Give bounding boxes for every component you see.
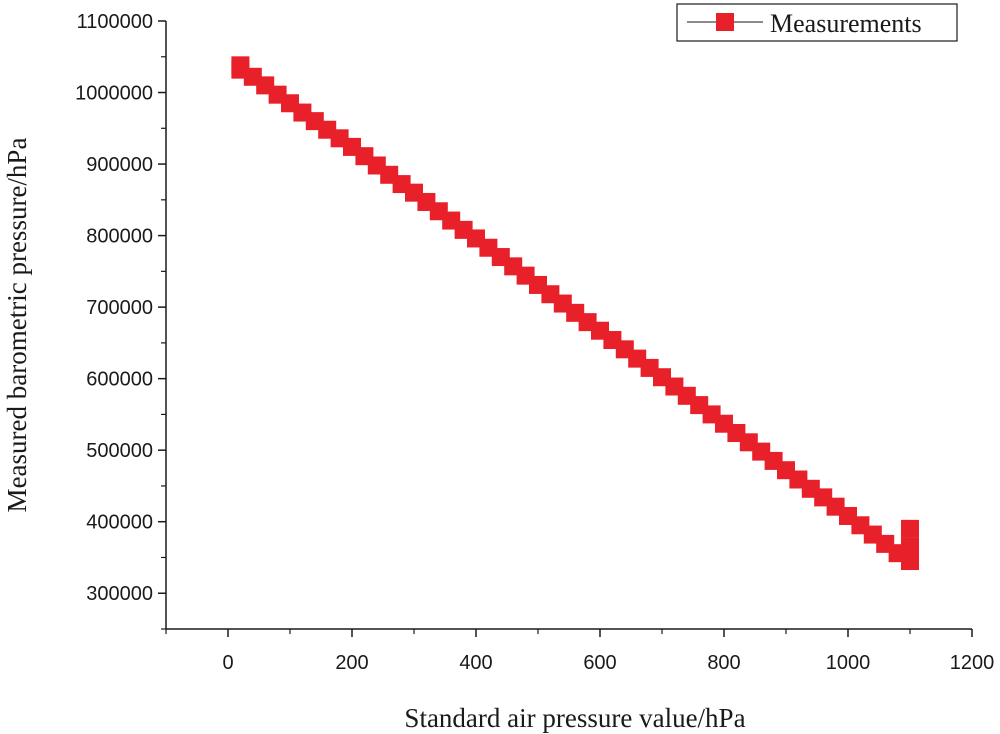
y-tick-label: 500000 [86,440,153,462]
data-point [901,537,919,556]
y-tick-label: 400000 [86,512,153,534]
x-tick-label: 400 [459,652,492,674]
data-point [901,552,919,571]
y-tick-label: 1100000 [77,11,153,33]
x-tick-label: 200 [335,652,368,674]
legend-marker [716,13,734,31]
legend-box [676,3,958,42]
axes: 0 200 400 600 800 1000 1200 300000 400000 500000… [75,11,994,674]
y-tick-label: 700000 [86,297,153,319]
y-tick-label: 300000 [86,583,153,605]
x-axis-title: Standard air pressure value/hPa [404,703,745,733]
y-tick-label: 800000 [86,226,153,248]
y-tick-label: 900000 [86,154,153,176]
x-tick-label: 600 [583,652,616,674]
x-tick-label: 800 [707,652,740,674]
x-tick-label: 0 [222,652,233,674]
plot-area [231,56,919,571]
y-tick-label: 1000000 [75,83,153,105]
legend-label: Measurements [770,9,922,38]
x-tick-label: 1000 [826,652,871,674]
y-axis-title: Measured barometric pressure/hPa [2,138,32,513]
y-tick-label: 600000 [86,369,153,391]
legend: Measurements [676,3,958,42]
x-tick-label: 1200 [950,652,995,674]
y-ticks: 300000 400000 500000 600000 700000 800000 9000… [75,11,166,630]
data-point [901,519,919,538]
x-ticks: 0 200 400 600 800 1000 1200 [165,629,995,674]
